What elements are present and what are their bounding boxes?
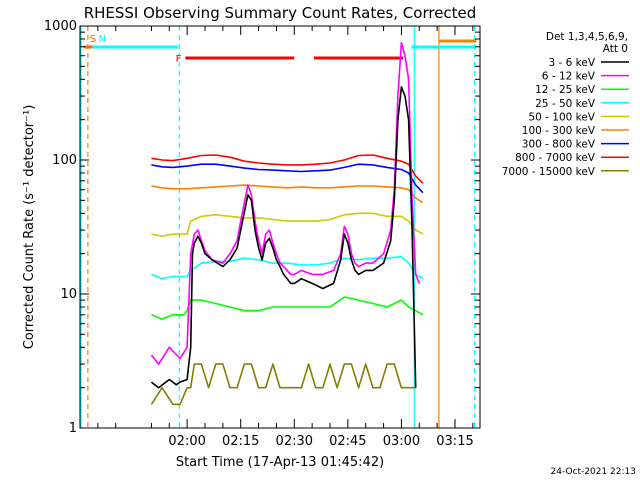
legend-entry-label: 50 - 100 keV xyxy=(528,111,595,123)
mode-bar-label: S xyxy=(90,34,96,45)
axis-layer: 1 10 100 1000 02:00 02:15 02:30 02:45 03:00 03:15 xyxy=(44,19,480,449)
legend-entry-label: 800 - 7000 keV xyxy=(515,152,596,164)
series-line xyxy=(151,212,424,237)
series-layer xyxy=(150,41,424,406)
plot-frame xyxy=(79,25,481,429)
timestamp: 24-Oct-2021 22:13 xyxy=(551,467,636,477)
series-line xyxy=(151,184,424,204)
legend-entry-label: 3 - 6 keV xyxy=(548,57,595,69)
chart-title: RHESSI Observing Summary Count Rates, Co… xyxy=(84,4,477,22)
legend-header: Det 1,3,4,5,6,9, xyxy=(546,31,628,43)
y-tick-label: 1000 xyxy=(44,19,77,34)
x-tick-label: 02:30 xyxy=(276,434,313,449)
x-tick-label: 02:00 xyxy=(168,434,205,449)
x-tick-label: 02:45 xyxy=(329,434,366,449)
series-line xyxy=(150,86,417,389)
series-line xyxy=(151,163,424,194)
legend-entry-label: 300 - 800 keV xyxy=(522,139,596,151)
legend-entry-label: 12 - 25 keV xyxy=(535,84,596,96)
x-axis-label: Start Time (17-Apr-13 01:45:42) xyxy=(176,455,384,470)
legend-entry-label: 6 - 12 keV xyxy=(542,71,596,83)
series-line xyxy=(150,41,421,365)
legend-header: Att 0 xyxy=(603,43,628,55)
legend-entry-label: 25 - 50 keV xyxy=(535,98,596,110)
series-line xyxy=(151,296,424,320)
y-tick-label: 10 xyxy=(60,287,77,302)
x-tick-label: 02:15 xyxy=(222,434,259,449)
y-axis-label: Corrected Count Rate (s⁻¹ detector⁻¹) xyxy=(22,105,37,350)
legend-entry-label: 100 - 300 keV xyxy=(522,125,596,137)
series-line xyxy=(151,154,424,184)
mode-bar-label: F xyxy=(176,54,182,65)
y-tick-label: 100 xyxy=(52,153,77,168)
series-line xyxy=(150,363,416,406)
legend: Det 1,3,4,5,6,9,Att 0 3 - 6 keV 6 - 12 keV… xyxy=(502,31,629,178)
y-tick-label: 1 xyxy=(69,421,77,436)
legend-entry-label: 7000 - 15000 keV xyxy=(502,166,596,178)
x-tick-label: 03:00 xyxy=(383,434,420,449)
x-tick-label: 03:15 xyxy=(436,434,473,449)
annotation-layer: S N F xyxy=(80,26,477,428)
mode-bar-label: N xyxy=(99,34,106,45)
